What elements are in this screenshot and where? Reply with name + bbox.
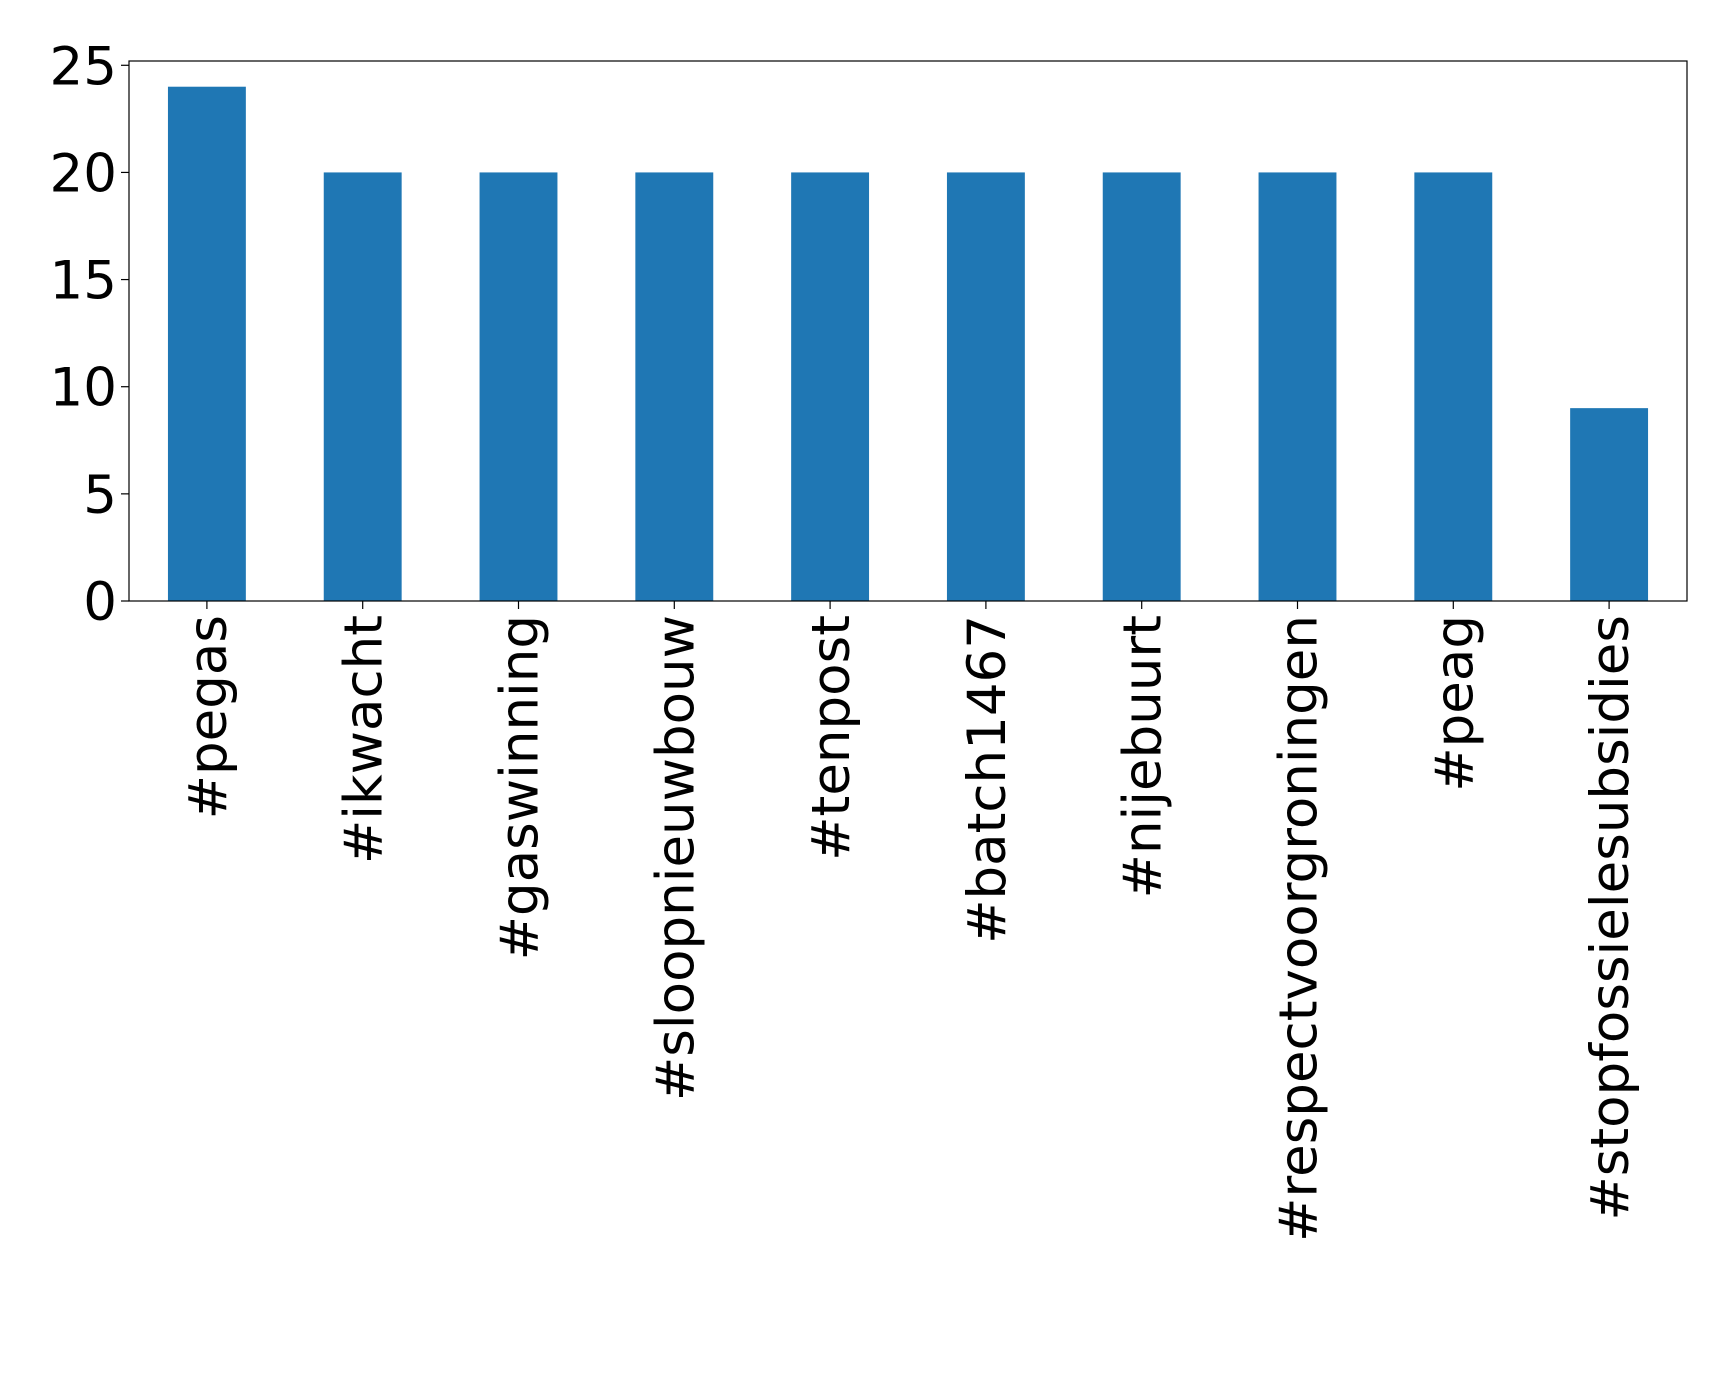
axes-frame — [128, 60, 1688, 602]
bar — [791, 172, 870, 601]
bar — [479, 172, 558, 601]
y-tick-label: 25 — [50, 36, 117, 97]
x-tick-label: #ikwacht — [334, 615, 395, 864]
x-tick-label: #tenpost — [801, 615, 862, 861]
x-tick-label: #batch1467 — [957, 615, 1018, 944]
bar — [1414, 172, 1493, 601]
x-tick-label: #nijebuurt — [1113, 615, 1174, 898]
x-tick-label: #respectvoorgroningen — [1269, 615, 1330, 1242]
x-tick-label: #pegas — [178, 615, 239, 819]
y-tick-label: 20 — [50, 143, 117, 204]
bar — [946, 172, 1025, 601]
bar — [1102, 172, 1181, 601]
bar — [167, 86, 246, 601]
y-tick-label: 5 — [83, 465, 117, 526]
x-tick-label: #gaswinning — [490, 615, 551, 960]
y-tick-label: 15 — [50, 251, 117, 312]
bar — [635, 172, 714, 601]
x-tick-label: #sloopnieuwbouw — [645, 615, 706, 1101]
x-tick-label: #stopfossielesubsidies — [1580, 615, 1641, 1221]
x-tick-label: #peag — [1424, 615, 1485, 792]
y-tick-label: 10 — [50, 358, 117, 419]
y-tick-label: 0 — [83, 572, 117, 633]
bar — [1258, 172, 1337, 601]
bar — [323, 172, 402, 601]
bar — [1570, 408, 1649, 601]
